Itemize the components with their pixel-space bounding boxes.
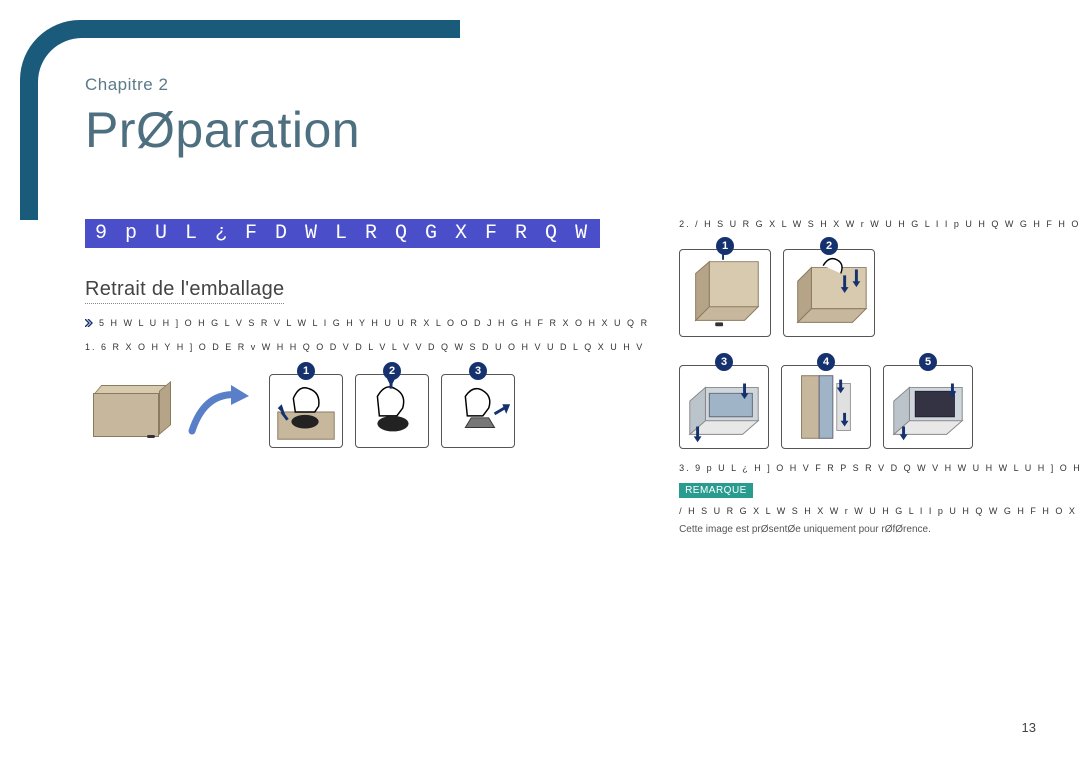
step1-text: 1. 6 R X O H Y H ] O D E R v W H H Q O D… [85,342,649,352]
rstep-number-3: 3 [715,353,733,371]
page-number: 13 [1022,720,1036,735]
chapter-label: Chapitre 2 [85,75,1050,95]
rfig-cell-3: 3 [679,365,769,449]
left-figure-row: 1 2 [85,374,649,448]
step-number-2: 2 [383,362,401,380]
fig-cell-2: 2 [355,374,429,448]
bullet-remove-lock: 5 H W L U H ] O H G L V S R V L W L I G … [85,318,649,328]
right-figure-row-top: 1 2 [679,249,1080,337]
page-title: PrØparation [85,101,1050,159]
arrow-icon [187,381,257,441]
rstep-number-4: 4 [817,353,835,371]
content-area: Chapitre 2 PrØparation 9 p U L ¿ F D W L… [85,75,1050,535]
remark-line1: / H S U R G X L W S H X W r W U H G L I … [679,506,1080,516]
two-column-layout: 9 p U L ¿ F D W L R Q G X F R Q W Retrai… [85,219,1050,535]
fig-cell-3: 3 [441,374,515,448]
rstep-number-5: 5 [919,353,937,371]
rfig-cell-1: 1 [679,249,771,337]
step-number-3: 3 [469,362,487,380]
step2-text: 2. / H S U R G X L W S H X W r W U H G L… [679,219,1080,229]
left-column: 9 p U L ¿ F D W L R Q G X F R Q W Retrai… [85,219,649,535]
rfig-cell-4: 4 [781,365,871,449]
rstep-number-1: 1 [716,237,734,255]
step3-text: 3. 9 p U L ¿ H ] O H V F R P S R V D Q W… [679,463,1080,473]
subsection-heading: Retrait de l'emballage [85,278,284,304]
chevron-icon [85,319,93,327]
rfig-cell-2: 2 [783,249,875,337]
fig-cell-1: 1 [269,374,343,448]
right-figure-row-bottom: 3 4 [679,365,1080,449]
rfig-cell-5: 5 [883,365,973,449]
bullet-text: 5 H W L U H ] O H G L V S R V L W L I G … [99,318,649,328]
step-number-1: 1 [297,362,315,380]
remark-line2: Cette image est prØsentØe uniquement pou… [679,524,1080,535]
verification-heading: 9 p U L ¿ F D W L R Q G X F R Q W [85,219,600,248]
box-illustration [85,379,175,443]
remark-badge: REMARQUE [679,483,753,498]
page: Chapitre 2 PrØparation 9 p U L ¿ F D W L… [0,0,1080,763]
right-column: 2. / H S U R G X L W S H X W r W U H G L… [679,219,1080,535]
rstep-number-2: 2 [820,237,838,255]
